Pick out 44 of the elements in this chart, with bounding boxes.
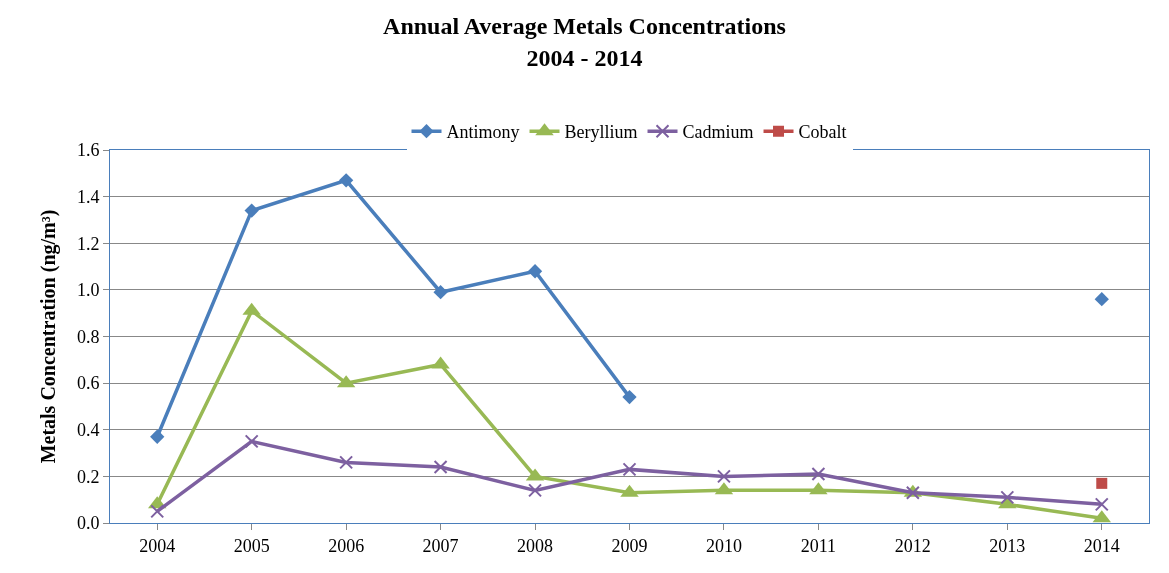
y-axis-title: Metals Concentration (ng/m³): [37, 209, 61, 464]
y-tick-label: 0.8: [76, 326, 100, 347]
legend-label: Beryllium: [564, 122, 638, 143]
legend-label: Cobalt: [798, 122, 847, 143]
legend-label: Cadmium: [682, 122, 754, 143]
x-tick-label: 2005: [233, 535, 270, 556]
y-tick-label: 0.2: [76, 466, 100, 487]
point: [528, 483, 543, 498]
point: [339, 455, 354, 470]
y-tick-label: 1.4: [76, 186, 100, 207]
point: [244, 203, 259, 218]
legend-label: Antimony: [446, 122, 520, 143]
x-tick-label: 2013: [989, 535, 1026, 556]
chart-title: Annual Average Metals Concentrations 2004 - 2014: [383, 13, 786, 71]
y-tick-label: 0.6: [76, 373, 100, 394]
point: [1094, 497, 1109, 512]
point: [1096, 477, 1108, 489]
y-tick-label: 1.6: [76, 140, 100, 161]
point: [622, 389, 637, 405]
x-tick-label: 2008: [517, 535, 554, 556]
x-tick-label: 2010: [705, 535, 742, 556]
x-tick-label: 2004: [139, 535, 176, 556]
x-tick-label: 2009: [611, 535, 648, 556]
x-tick-label: 2007: [422, 535, 459, 556]
point: [622, 462, 637, 477]
x-tick-label: 2006: [328, 535, 365, 556]
x-tick-label: 2012: [894, 535, 931, 556]
y-tick-label: 0.0: [76, 513, 100, 534]
point: [716, 469, 731, 484]
point: [150, 429, 165, 444]
y-tick-label: 1.0: [76, 280, 100, 301]
point: [150, 504, 165, 519]
point: [811, 467, 826, 482]
y-tick-label: 0.4: [76, 420, 100, 441]
point: [1094, 292, 1109, 307]
point: [433, 285, 448, 300]
point: [527, 264, 543, 279]
point: [1000, 490, 1015, 505]
point: [244, 434, 259, 449]
x-tick-label: 2014: [1083, 535, 1120, 556]
y-tick-label: 1.2: [76, 233, 100, 254]
point: [338, 173, 354, 188]
point: [433, 460, 448, 475]
x-tick-label: 2011: [800, 535, 837, 556]
